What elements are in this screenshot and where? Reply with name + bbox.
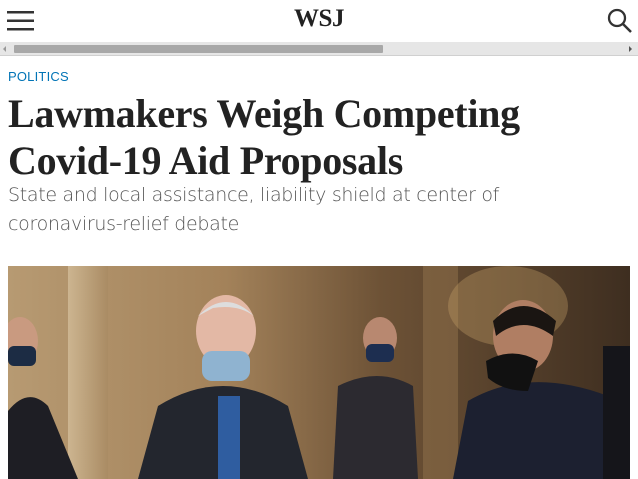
horizontal-scrollbar[interactable] — [0, 42, 638, 56]
headline: Lawmakers Weigh Competing Covid-19 Aid P… — [8, 91, 520, 183]
search-button[interactable] — [606, 7, 634, 35]
scroll-left[interactable] — [2, 45, 8, 53]
section-label[interactable]: POLITICS — [8, 69, 69, 84]
article-photo — [8, 266, 630, 479]
scroll-right[interactable] — [628, 45, 634, 53]
subheadline: State and local assistance, liability sh… — [8, 184, 500, 235]
scroll-thumb[interactable] — [14, 45, 383, 53]
top-bar: WSJ — [0, 0, 638, 42]
menu-button[interactable] — [6, 8, 36, 34]
logo[interactable]: WSJ — [294, 5, 344, 32]
